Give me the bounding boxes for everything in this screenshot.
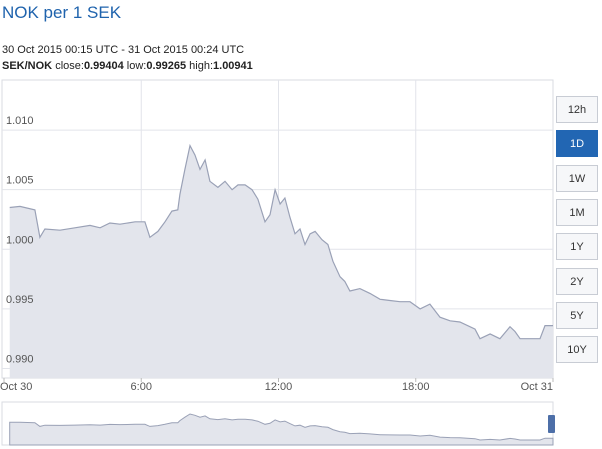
chart-subtitle: 30 Oct 2015 00:15 UTC - 31 Oct 2015 00:2… — [2, 44, 245, 56]
range-button[interactable]: 12h — [556, 96, 598, 123]
range-button[interactable]: 2Y — [556, 267, 598, 295]
stat-value: 0.99265 — [146, 60, 187, 72]
range-button[interactable]: 10Y — [556, 336, 598, 364]
y-tick-label: 0.990 — [6, 353, 34, 365]
navigator-handle — [548, 415, 555, 433]
range-button[interactable]: 1Y — [556, 233, 598, 261]
pair: SEK/NOK — [2, 60, 53, 72]
stat-label: low: — [126, 60, 147, 72]
y-tick-label: 0.995 — [6, 294, 34, 306]
chart-title: NOK per 1 SEK — [2, 3, 122, 22]
y-tick-label: 1.000 — [6, 234, 34, 246]
chart: 1.010 1.005 1.000 0.995 0.990 Oct 30 6:00 12:00… — [0, 79, 555, 446]
stat-value: 0.99404 — [83, 60, 124, 72]
y-tick-label: 1.005 — [6, 175, 34, 187]
navigator-series — [9, 413, 554, 446]
x-tick-label: 12:00 — [265, 381, 293, 393]
stats-line: SEK/NOK close:0.99404 low:0.99265 high:1… — [2, 60, 253, 72]
line — [9, 143, 553, 340]
x-tick-label: 18:00 — [402, 381, 430, 393]
y-tick-label: 1.010 — [6, 115, 34, 127]
stat-label: high: — [189, 60, 214, 72]
range-button[interactable]: 1M — [556, 198, 598, 226]
range-button[interactable]: 5Y — [556, 301, 598, 329]
stat-label: close: — [55, 60, 84, 72]
stat-value: 1.00941 — [213, 60, 253, 72]
x-tick-label: Oct 31 — [521, 381, 553, 393]
range-button[interactable]: 1D — [556, 130, 598, 158]
x-tick-label: Oct 30 — [0, 381, 32, 393]
area-fill — [9, 145, 553, 378]
x-tick-label: 6:00 — [131, 381, 152, 393]
range-button[interactable]: 1W — [556, 164, 598, 192]
